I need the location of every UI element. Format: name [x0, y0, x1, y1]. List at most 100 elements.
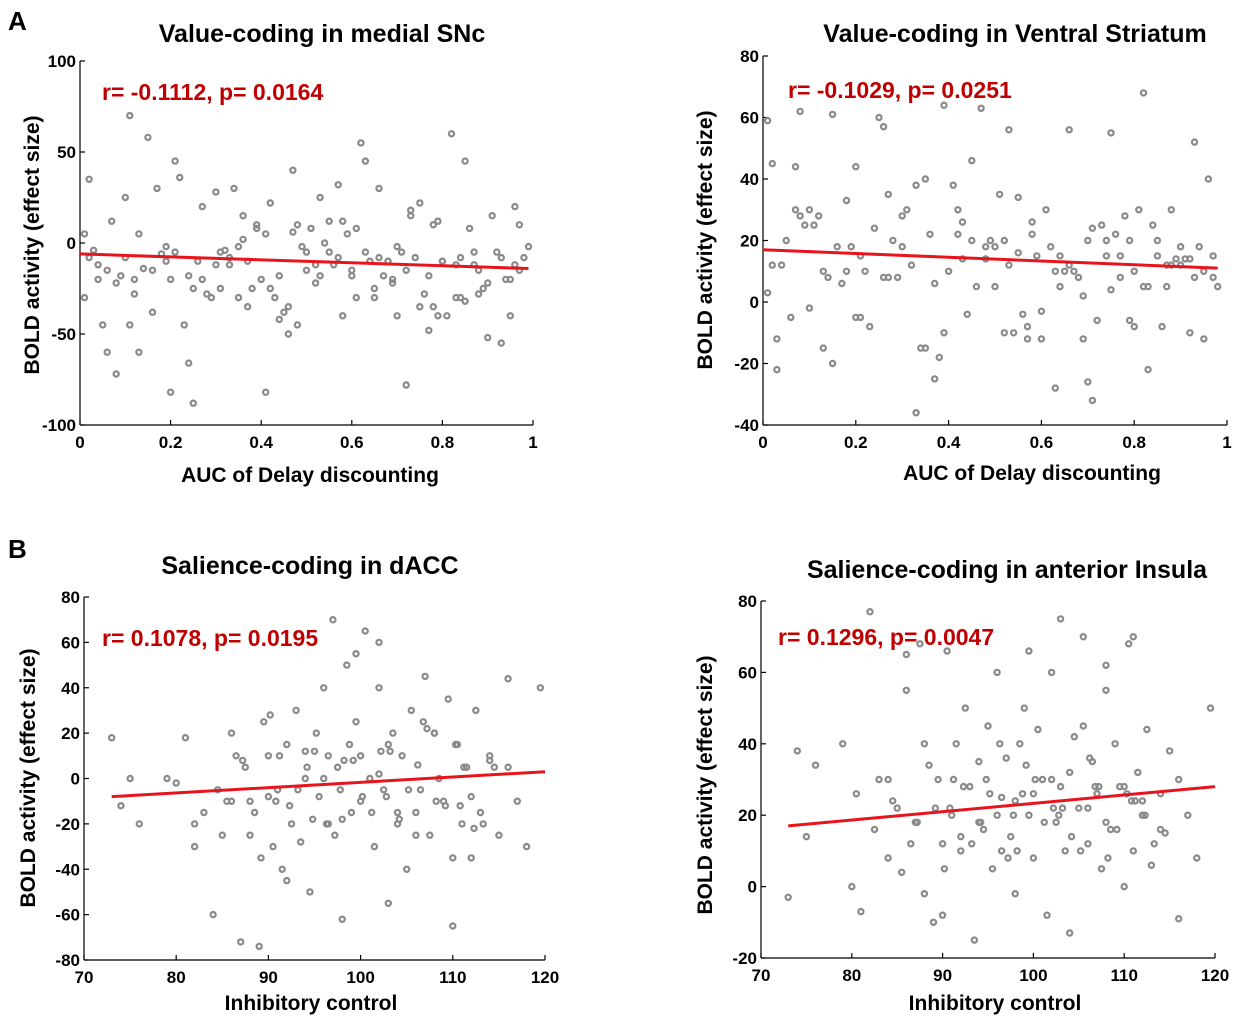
scatter-point	[1056, 282, 1064, 291]
scatter-point	[968, 840, 976, 848]
scatter-point	[1034, 725, 1042, 734]
scatter-point	[921, 175, 930, 183]
scatter-point	[902, 686, 911, 695]
scatter-point	[262, 388, 270, 396]
scatter-point	[356, 752, 365, 760]
scatter-point	[368, 808, 376, 817]
x-axis-label: Inhibitory control	[909, 992, 1082, 1015]
scatter-point	[1131, 797, 1139, 805]
scatter-point	[393, 242, 401, 251]
scatter-point	[194, 257, 202, 265]
scatter-point	[975, 818, 983, 827]
x-axis-label: Inhibitory control	[225, 992, 398, 1015]
scatter-point	[1084, 840, 1092, 848]
scatter-point	[893, 804, 901, 812]
scatter-point	[461, 157, 469, 165]
scatter-point	[343, 661, 351, 669]
scatter-point	[1023, 322, 1032, 331]
scatter-point	[458, 820, 466, 828]
scatter-point	[375, 184, 383, 193]
scatter-point	[283, 740, 291, 749]
scatter-point	[361, 157, 370, 165]
scatter-point	[336, 786, 344, 794]
scatter-point	[961, 704, 970, 712]
scatter-point	[384, 740, 392, 749]
y-tick-label: 80	[738, 592, 757, 611]
scatter-point	[963, 310, 971, 318]
scatter-point	[1088, 396, 1097, 405]
scatter-point	[796, 107, 804, 116]
scatter-point	[246, 831, 254, 839]
scatter-point	[934, 775, 942, 784]
x-tick-label: 120	[531, 968, 559, 987]
scatter-point	[986, 790, 994, 798]
scatter-point	[162, 242, 170, 251]
scatter-point	[239, 211, 247, 220]
scatter-point	[938, 911, 947, 919]
scatter-point	[272, 797, 280, 805]
scatter-point	[1121, 212, 1129, 220]
scatter-point	[250, 808, 259, 817]
scatter-point	[172, 779, 180, 787]
scatter-point	[1193, 854, 1201, 862]
scatter-point	[189, 399, 197, 407]
x-axis-label: AUC of Delay discounting	[181, 464, 439, 487]
scatter-point	[504, 675, 512, 683]
scatter-point	[190, 820, 199, 828]
scatter-point	[1116, 252, 1125, 260]
scatter-point	[416, 199, 424, 207]
scatter-point	[294, 786, 302, 794]
scatter-point	[203, 290, 211, 298]
scatter-point	[1056, 252, 1064, 260]
x-tick-label: 110	[1110, 966, 1137, 985]
scatter-point	[810, 221, 818, 229]
scatter-point	[423, 724, 431, 733]
scatter-point	[212, 261, 220, 269]
scatter-point	[175, 173, 184, 182]
scatter-point	[209, 910, 217, 919]
scatter-point	[284, 330, 293, 338]
scatter-point	[1130, 322, 1138, 331]
scatter-point	[425, 326, 433, 335]
scatter-point	[838, 279, 846, 288]
scatter-point	[426, 831, 434, 839]
scatter-point	[536, 684, 545, 692]
scatter-point	[1037, 335, 1046, 343]
scatter-point	[1139, 282, 1148, 291]
scatter-point	[80, 230, 89, 238]
scatter-point	[1074, 273, 1083, 282]
scatter-point	[139, 264, 148, 273]
scatter-point	[461, 297, 469, 305]
regression-line	[79, 252, 529, 270]
scatter-point	[968, 156, 976, 165]
scatter-point	[866, 608, 874, 616]
scatter-point	[421, 672, 429, 681]
scatter-point	[98, 321, 107, 329]
scatter-point	[377, 747, 385, 756]
y-tick-label: 0	[748, 878, 757, 897]
scatter-point	[1014, 249, 1022, 257]
scatter-point	[504, 763, 512, 771]
scatter-point	[513, 797, 522, 805]
y-tick-label: 50	[57, 143, 76, 162]
scatter-point	[1000, 236, 1009, 245]
scatter-point	[949, 775, 958, 784]
scatter-point	[334, 181, 342, 189]
scatter-point	[117, 272, 125, 280]
chart-anterior-insula: Salience-coding in anterior Insula Inhib…	[694, 556, 1229, 1015]
scatter-point	[402, 266, 410, 274]
scatter-point	[879, 273, 888, 282]
scatter-point	[306, 888, 314, 896]
scatter-point	[768, 159, 777, 168]
scatter-point	[1102, 661, 1110, 670]
scatter-point	[861, 267, 869, 275]
x-tick-label: 90	[259, 968, 278, 987]
scatter-point	[384, 899, 392, 908]
scatter-point	[1025, 647, 1033, 655]
scatter-point	[467, 854, 475, 862]
scatter-point	[1056, 782, 1065, 791]
scatter-point	[898, 212, 906, 220]
scatter-point	[1204, 175, 1213, 183]
scatter-point	[292, 706, 300, 715]
scatter-point	[236, 938, 245, 946]
